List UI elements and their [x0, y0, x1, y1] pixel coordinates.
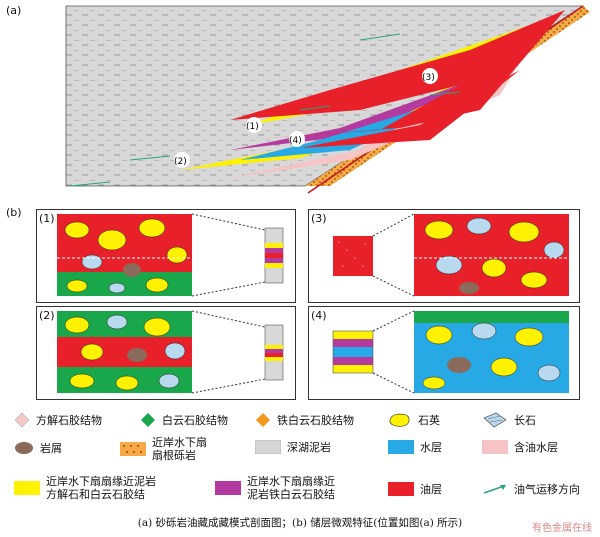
box-1-label: (1)	[39, 212, 55, 225]
mudstone-icon	[255, 440, 281, 454]
legend-label: 长石	[514, 413, 536, 427]
legend-label: 油层	[420, 482, 442, 496]
legend-label: 白云石胶结物	[162, 413, 228, 427]
legend-item-calcite: 方解石胶结物	[14, 412, 102, 428]
feldspar-icon	[483, 412, 507, 428]
rock-fragment-icon	[15, 442, 33, 454]
cross-section-diagram: (1) (2) (3) (4)	[65, 5, 590, 194]
diamond-icon	[256, 413, 270, 427]
micro-box-2: (2)	[36, 306, 296, 400]
micro-box-3: (3)	[308, 209, 580, 303]
legend-label: 水层	[420, 440, 442, 454]
legend-item-calcite-dolomite-layer: 近岸水下扇扇缘近泥岩 方解石和白云石胶结	[14, 475, 156, 501]
legend-label: 方解石胶结物	[36, 413, 102, 427]
micro-image-3	[333, 213, 569, 297]
yellow-layer-icon	[14, 481, 40, 495]
marker-1: (1)	[246, 122, 259, 132]
legend-item-feldspar: 长石	[482, 412, 536, 428]
legend-item-ankerite-layer: 近岸水下扇扇缘近 泥岩铁白云石胶结	[215, 475, 335, 501]
legend-label: 含油水层	[514, 440, 558, 454]
legend-label: 深湖泥岩	[287, 440, 331, 454]
oil-layer-icon	[388, 482, 414, 496]
legend-item-oil-layer: 油层	[388, 482, 442, 496]
legend-label: 近岸水下扇扇缘近 泥岩铁白云石胶结	[247, 475, 335, 501]
red-oil-layer	[230, 10, 565, 140]
micro-image-4	[332, 310, 569, 394]
micro-image-1	[57, 213, 284, 297]
legend-label: 岩屑	[40, 441, 62, 455]
legend-item-conglomerate: 近岸水下扇 扇根砾岩	[120, 436, 207, 462]
micro-image-2	[57, 310, 284, 394]
watermark: 有色金属在线	[532, 523, 592, 534]
legend-item-water-layer: 水层	[388, 440, 442, 454]
legend-item-dolomite: 白云石胶结物	[140, 412, 228, 428]
box-2-label: (2)	[39, 309, 55, 322]
panel-b-label: (b)	[6, 206, 22, 219]
oil-water-layer-icon	[482, 440, 508, 454]
panel-a-label: (a)	[6, 4, 22, 17]
legend-item-oil-water-layer: 含油水层	[482, 440, 558, 454]
box-4-label: (4)	[311, 309, 327, 322]
figure-caption: (a) 砂砾岩油藏成藏模式剖面图；(b) 储层微观特征(位置如图(a) 所示)	[137, 517, 463, 529]
legend-label: 铁白云石胶结物	[277, 413, 354, 427]
box-3-label: (3)	[311, 212, 327, 225]
legend-item-migration: 油气运移方向	[482, 482, 580, 496]
quartz-icon	[389, 413, 410, 427]
legend-item-quartz: 石英	[388, 412, 440, 428]
legend-label: 油气运移方向	[514, 482, 580, 496]
red-oil-layer-2	[300, 70, 520, 148]
micro-box-1: (1)	[36, 209, 296, 303]
diamond-icon	[14, 412, 30, 428]
legend-item-ankerite: 铁白云石胶结物	[255, 412, 354, 428]
micro-box-4: (4)	[308, 306, 580, 400]
conglomerate-icon	[120, 442, 146, 456]
marker-4: (4)	[289, 136, 302, 146]
legend-label: 近岸水下扇 扇根砾岩	[152, 436, 207, 462]
legend-label: 石英	[418, 413, 440, 427]
purple-layer-icon	[215, 481, 241, 495]
diamond-icon	[141, 413, 155, 427]
legend-label: 近岸水下扇扇缘近泥岩 方解石和白云石胶结	[46, 475, 156, 501]
water-layer-icon	[388, 440, 414, 454]
legend-item-rock-fragment: 岩屑	[14, 440, 62, 456]
migration-arrow-icon	[483, 485, 506, 494]
marker-2: (2)	[174, 157, 187, 167]
legend-item-mudstone: 深湖泥岩	[255, 440, 331, 454]
marker-3: (3)	[422, 73, 435, 83]
